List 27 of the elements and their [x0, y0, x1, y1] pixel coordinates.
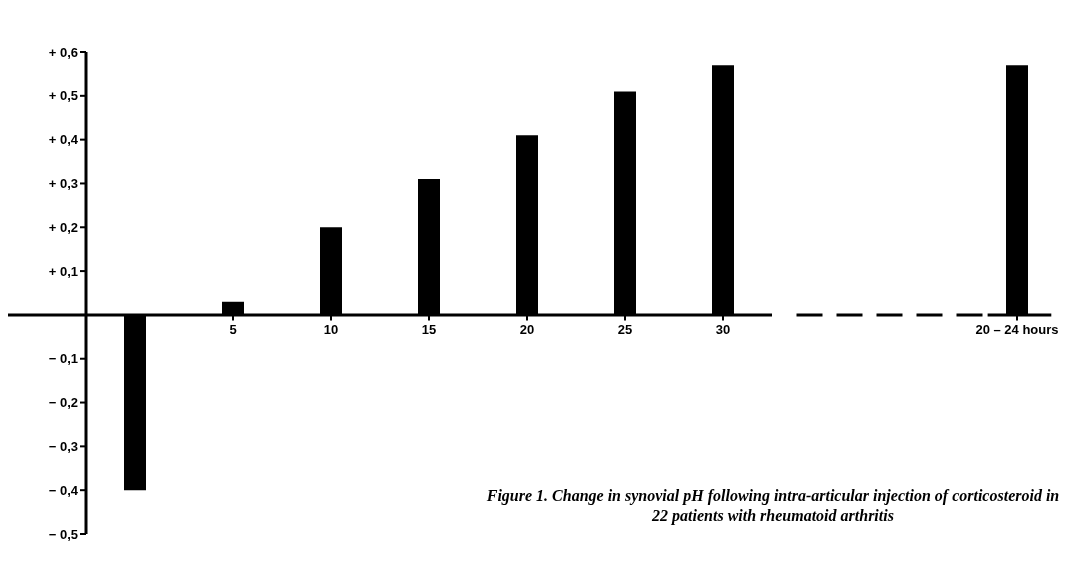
y-tick-label: − 0,3 [48, 438, 78, 454]
bar [418, 179, 440, 315]
bar [516, 135, 538, 315]
x-tick-label: 20 – 24 hours [975, 322, 1059, 338]
x-tick-label: 5 [229, 322, 237, 338]
y-tick-label: + 0,4 [48, 132, 79, 148]
y-tick-label: + 0,5 [48, 88, 78, 104]
x-tick-label: 20 [519, 322, 535, 338]
y-tick-label: + 0,3 [48, 176, 78, 192]
bar [320, 227, 342, 315]
y-tick-label: − 0,1 [48, 351, 78, 367]
x-tick-label: 25 [617, 322, 633, 338]
y-tick-label: + 0,2 [48, 219, 78, 235]
y-tick-label: − 0,2 [48, 395, 78, 411]
annotation: Figure 1. Change in synovial pH following intra-articular injection of corticosteroid in 22 patients with rheumatoid arthritis [485, 486, 1061, 526]
y-tick-label: − 0,5 [48, 526, 78, 542]
x-tick-label: 10 [323, 322, 339, 338]
x-tick-label: 15 [421, 322, 437, 338]
bar [124, 314, 146, 491]
bar [712, 65, 734, 315]
x-tick-label: 30 [715, 322, 731, 338]
y-tick-label: + 0,1 [48, 263, 78, 279]
bar [1006, 65, 1028, 315]
y-tick-label: + 0,6 [48, 44, 78, 60]
bar [614, 91, 636, 315]
y-tick-label: − 0,4 [48, 482, 79, 498]
bar [222, 301, 244, 315]
